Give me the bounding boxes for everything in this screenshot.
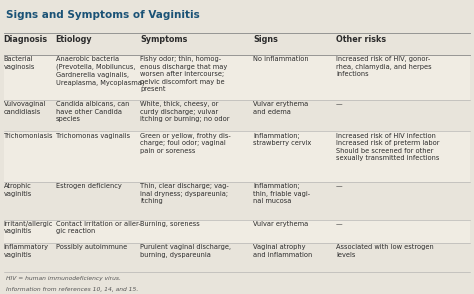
Text: Vulvar erythema: Vulvar erythema <box>254 221 309 227</box>
Text: Other risks: Other risks <box>336 36 386 44</box>
FancyBboxPatch shape <box>4 182 470 220</box>
Text: —: — <box>336 221 343 227</box>
Text: Trichomonas vaginalis: Trichomonas vaginalis <box>55 133 130 139</box>
Text: Candida albicans, can
have other Candida
species: Candida albicans, can have other Candida… <box>55 101 129 122</box>
Text: Information from references 10, 14, and 15.: Information from references 10, 14, and … <box>6 287 138 292</box>
Text: Purulent vaginal discharge,
burning, dyspareunia: Purulent vaginal discharge, burning, dys… <box>140 244 231 258</box>
Text: Thin, clear discharge; vag-
inal dryness; dyspareunia;
itching: Thin, clear discharge; vag- inal dryness… <box>140 183 229 204</box>
Text: Anaerobic bacteria
(Prevotella, Mobiluncus,
Gardnerella vaginalis,
Ureaplasma, M: Anaerobic bacteria (Prevotella, Mobilunc… <box>55 56 144 86</box>
Text: Atrophic
vaginitis: Atrophic vaginitis <box>4 183 32 197</box>
Text: Vaginal atrophy
and inflammation: Vaginal atrophy and inflammation <box>254 244 313 258</box>
FancyBboxPatch shape <box>4 131 470 182</box>
Text: Increased risk of HIV, gonor-
rhea, chlamydia, and herpes
infections: Increased risk of HIV, gonor- rhea, chla… <box>336 56 432 77</box>
Text: Fishy odor; thin, homog-
enous discharge that may
worsen after intercourse;
pelv: Fishy odor; thin, homog- enous discharge… <box>140 56 228 92</box>
Text: No inflammation: No inflammation <box>254 56 309 62</box>
Text: Signs and Symptoms of Vaginitis: Signs and Symptoms of Vaginitis <box>6 10 200 20</box>
Text: White, thick, cheesy, or
curdy discharge; vulvar
itching or burning; no odor: White, thick, cheesy, or curdy discharge… <box>140 101 230 122</box>
Text: Trichomoniasis: Trichomoniasis <box>4 133 53 139</box>
FancyBboxPatch shape <box>4 55 470 100</box>
Text: Increased risk of HIV infection
Increased risk of preterm labor
Should be screen: Increased risk of HIV infection Increase… <box>336 133 439 161</box>
Text: Bacterial
vaginosis: Bacterial vaginosis <box>4 56 35 70</box>
Text: Inflammation;
thin, friable vagi-
nal mucosa: Inflammation; thin, friable vagi- nal mu… <box>254 183 310 204</box>
Text: Possibly autoimmune: Possibly autoimmune <box>55 244 127 250</box>
Text: —: — <box>336 183 343 189</box>
Text: Vulvar erythema
and edema: Vulvar erythema and edema <box>254 101 309 115</box>
Text: Diagnosis: Diagnosis <box>4 36 48 44</box>
Text: Green or yellow, frothy dis-
charge; foul odor; vaginal
pain or soreness: Green or yellow, frothy dis- charge; fou… <box>140 133 231 154</box>
Text: Symptoms: Symptoms <box>140 36 188 44</box>
Text: Estrogen deficiency: Estrogen deficiency <box>55 183 121 189</box>
Text: Irritant/allergic
vaginitis: Irritant/allergic vaginitis <box>4 221 53 235</box>
Text: Signs: Signs <box>254 36 278 44</box>
Text: Burning, soreness: Burning, soreness <box>140 221 200 227</box>
Text: HIV = human immunodeficiency virus.: HIV = human immunodeficiency virus. <box>6 276 121 281</box>
Text: Etiology: Etiology <box>55 36 92 44</box>
Text: Vulvovaginal
candidiasis: Vulvovaginal candidiasis <box>4 101 46 115</box>
Text: —: — <box>336 101 343 107</box>
Text: Inflammation;
strawberry cervix: Inflammation; strawberry cervix <box>254 133 312 146</box>
Text: Associated with low estrogen
levels: Associated with low estrogen levels <box>336 244 434 258</box>
FancyBboxPatch shape <box>4 100 470 131</box>
Text: Inflammatory
vaginitis: Inflammatory vaginitis <box>4 244 49 258</box>
FancyBboxPatch shape <box>4 220 470 243</box>
FancyBboxPatch shape <box>4 243 470 272</box>
Text: Contact irritation or aller-
gic reaction: Contact irritation or aller- gic reactio… <box>55 221 140 235</box>
